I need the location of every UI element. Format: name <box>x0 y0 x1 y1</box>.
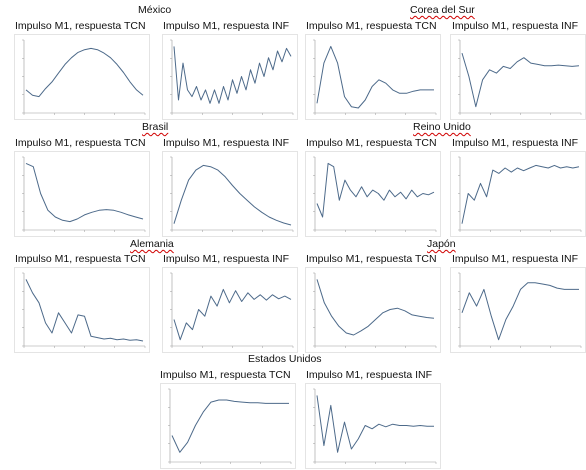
line-chart <box>313 39 437 115</box>
chart-panel <box>160 383 296 469</box>
panel-title-alemania-inf: Impulso M1, respuesta INF <box>163 253 290 265</box>
country-label-japon: Japón <box>427 238 456 250</box>
response-series-line <box>25 47 144 98</box>
chart-panel <box>14 34 150 120</box>
panel-title-brasil-inf: Impulso M1, respuesta INF <box>163 137 290 149</box>
response-series-line <box>316 279 435 336</box>
line-chart <box>458 156 582 232</box>
response-series-line <box>171 399 289 453</box>
country-label-alemania: Alemania <box>130 238 174 250</box>
response-series-line <box>461 164 580 224</box>
line-chart <box>22 272 146 348</box>
line-chart <box>458 39 582 115</box>
line-chart <box>458 272 582 348</box>
country-label-brasil: Brasil <box>142 121 169 133</box>
panel-title-mexico-inf: Impulso M1, respuesta INF <box>163 20 290 32</box>
line-chart <box>313 388 437 464</box>
chart-panel <box>305 267 441 353</box>
response-series-line <box>25 279 144 342</box>
chart-panel <box>162 151 298 237</box>
response-series-line <box>316 45 434 109</box>
chart-panel <box>305 383 441 469</box>
chart-panel <box>162 34 298 120</box>
country-label-reino-unido: Reino Unido <box>413 121 471 133</box>
chart-panel <box>14 267 150 353</box>
line-chart <box>170 272 294 348</box>
country-label-mexico: México <box>138 4 172 16</box>
panel-title-reino-unido-tcn: Impulso M1, respuesta TCN <box>306 137 437 149</box>
line-chart <box>313 272 437 348</box>
panel-title-estados-unidos-tcn: Impulso M1, respuesta TCN <box>160 369 291 381</box>
line-chart <box>170 156 294 232</box>
chart-panel <box>162 267 298 353</box>
line-chart <box>22 156 146 232</box>
panel-title-corea-tcn: Impulso M1, respuesta TCN <box>306 20 437 32</box>
response-series-line <box>461 52 580 108</box>
response-series-line <box>173 288 292 341</box>
panel-title-brasil-tcn: Impulso M1, respuesta TCN <box>15 137 146 149</box>
response-series-line <box>173 46 292 104</box>
line-chart <box>22 39 146 115</box>
panel-title-estados-unidos-inf: Impulso M1, respuesta INF <box>306 369 433 381</box>
chart-panel <box>450 267 586 353</box>
line-chart <box>168 388 292 464</box>
panel-title-corea-inf: Impulso M1, respuesta INF <box>452 20 579 32</box>
line-chart <box>170 39 294 115</box>
chart-panel <box>450 151 586 237</box>
chart-panel <box>305 34 441 120</box>
panel-title-alemania-tcn: Impulso M1, respuesta TCN <box>15 253 146 265</box>
response-series-line <box>461 282 579 341</box>
country-label-estados-unidos: Estados Unidos <box>248 353 322 365</box>
chart-panel <box>450 34 586 120</box>
panel-title-japon-tcn: Impulso M1, respuesta TCN <box>306 253 437 265</box>
response-series-line <box>25 162 144 223</box>
chart-panel <box>305 151 441 237</box>
line-chart <box>313 156 437 232</box>
panel-title-mexico-tcn: Impulso M1, respuesta TCN <box>15 20 146 32</box>
response-series-line <box>316 395 434 453</box>
panel-title-reino-unido-inf: Impulso M1, respuesta INF <box>452 137 579 149</box>
panel-title-japon-inf: Impulso M1, respuesta INF <box>452 253 579 265</box>
chart-panel <box>14 151 150 237</box>
response-series-line <box>316 162 435 218</box>
country-label-corea-del-sur: Corea del Sur <box>410 4 475 16</box>
response-series-line <box>173 164 292 226</box>
